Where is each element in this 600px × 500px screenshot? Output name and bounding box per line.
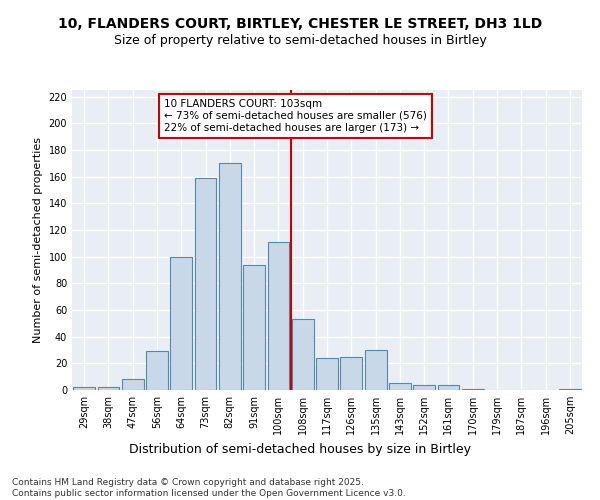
Bar [292,320,314,390]
Bar [219,164,241,390]
Y-axis label: Number of semi-detached properties: Number of semi-detached properties [33,137,43,343]
Bar [413,384,435,390]
Bar [389,384,411,390]
Bar [122,380,143,390]
Bar [268,242,289,390]
Bar [97,388,119,390]
Text: 10, FLANDERS COURT, BIRTLEY, CHESTER LE STREET, DH3 1LD: 10, FLANDERS COURT, BIRTLEY, CHESTER LE … [58,18,542,32]
Bar [194,178,217,390]
Text: Contains HM Land Registry data © Crown copyright and database right 2025.
Contai: Contains HM Land Registry data © Crown c… [12,478,406,498]
Bar [559,388,581,390]
Bar [462,388,484,390]
Bar [340,356,362,390]
Bar [365,350,386,390]
Bar [73,388,95,390]
Text: 10 FLANDERS COURT: 103sqm
← 73% of semi-detached houses are smaller (576)
22% of: 10 FLANDERS COURT: 103sqm ← 73% of semi-… [164,100,427,132]
Text: Distribution of semi-detached houses by size in Birtley: Distribution of semi-detached houses by … [129,442,471,456]
Text: Size of property relative to semi-detached houses in Birtley: Size of property relative to semi-detach… [113,34,487,47]
Bar [437,384,460,390]
Bar [170,256,192,390]
Bar [316,358,338,390]
Bar [146,352,168,390]
Bar [243,264,265,390]
